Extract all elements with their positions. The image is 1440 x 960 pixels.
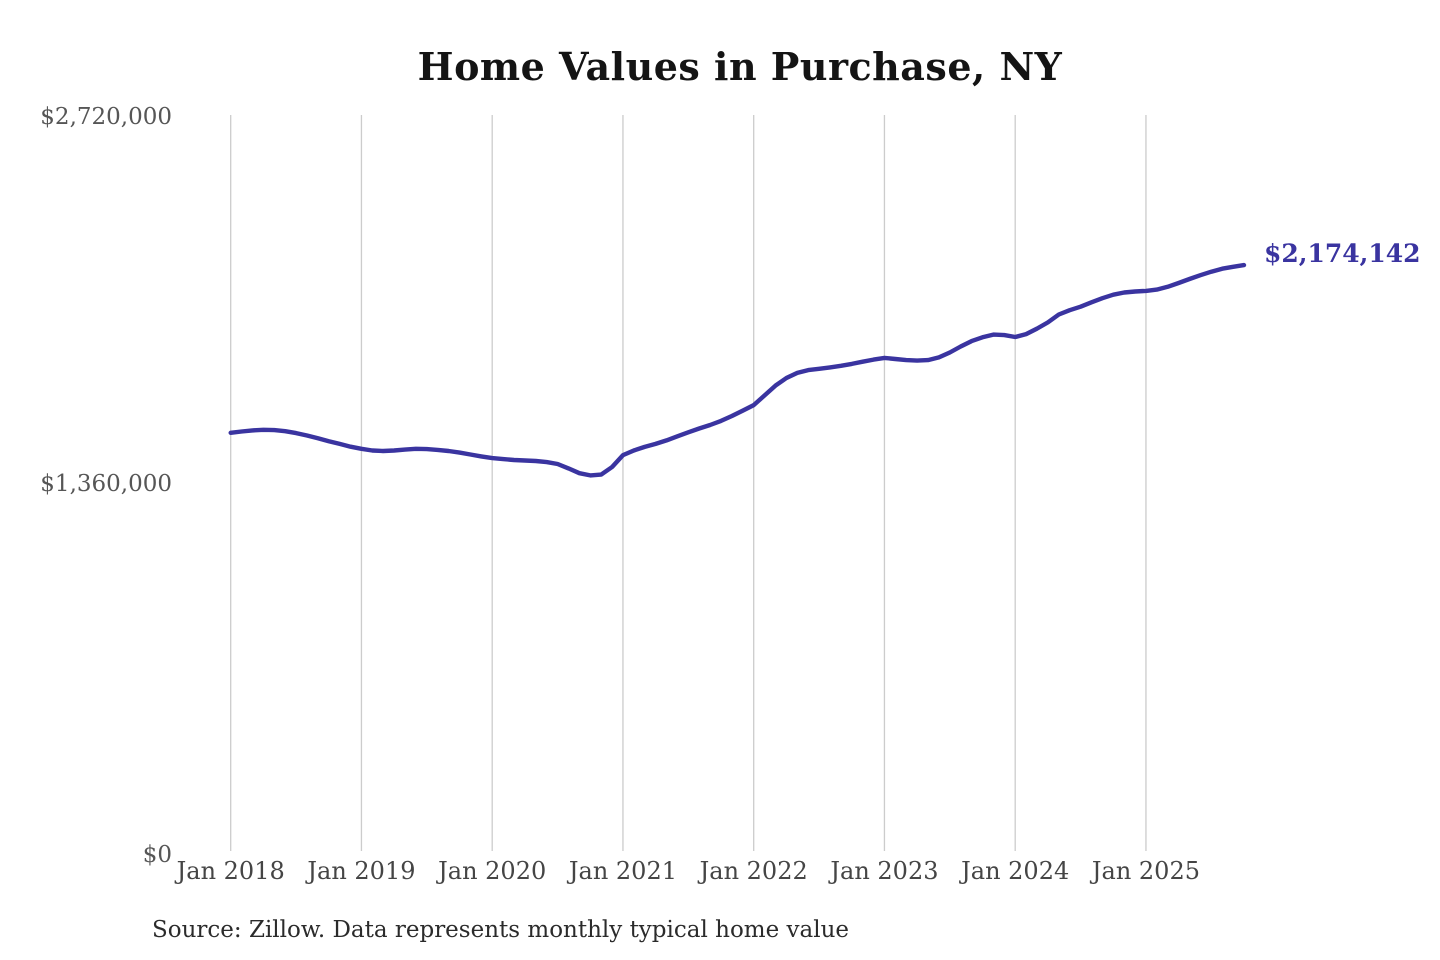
x-axis-tick-label: Jan 2021 bbox=[568, 857, 677, 885]
y-axis-tick-label-zero: $0 bbox=[142, 842, 172, 868]
source-note: Source: Zillow. Data represents monthly … bbox=[152, 917, 850, 943]
home-value-line bbox=[228, 262, 1247, 478]
x-axis-tick-label: Jan 2018 bbox=[176, 857, 285, 885]
x-axis-tick-label: Jan 2020 bbox=[438, 857, 547, 885]
y-axis-tick-label-mid: $1,360,000 bbox=[40, 471, 172, 497]
latest-value-annotation: $2,174,142 bbox=[1264, 239, 1421, 268]
vertical-gridlines bbox=[230, 115, 1147, 851]
y-axis-tick-label-max: $2,720,000 bbox=[40, 104, 172, 130]
x-axis-tick-label: Jan 2023 bbox=[830, 857, 939, 885]
x-axis-tick-label: Jan 2022 bbox=[699, 857, 808, 885]
x-axis-tick-label: Jan 2024 bbox=[961, 857, 1070, 885]
x-axis-tick-label: Jan 2025 bbox=[1091, 857, 1200, 885]
chart-title: Home Values in Purchase, NY bbox=[417, 44, 1063, 89]
x-axis-tick-label: Jan 2019 bbox=[307, 857, 416, 885]
